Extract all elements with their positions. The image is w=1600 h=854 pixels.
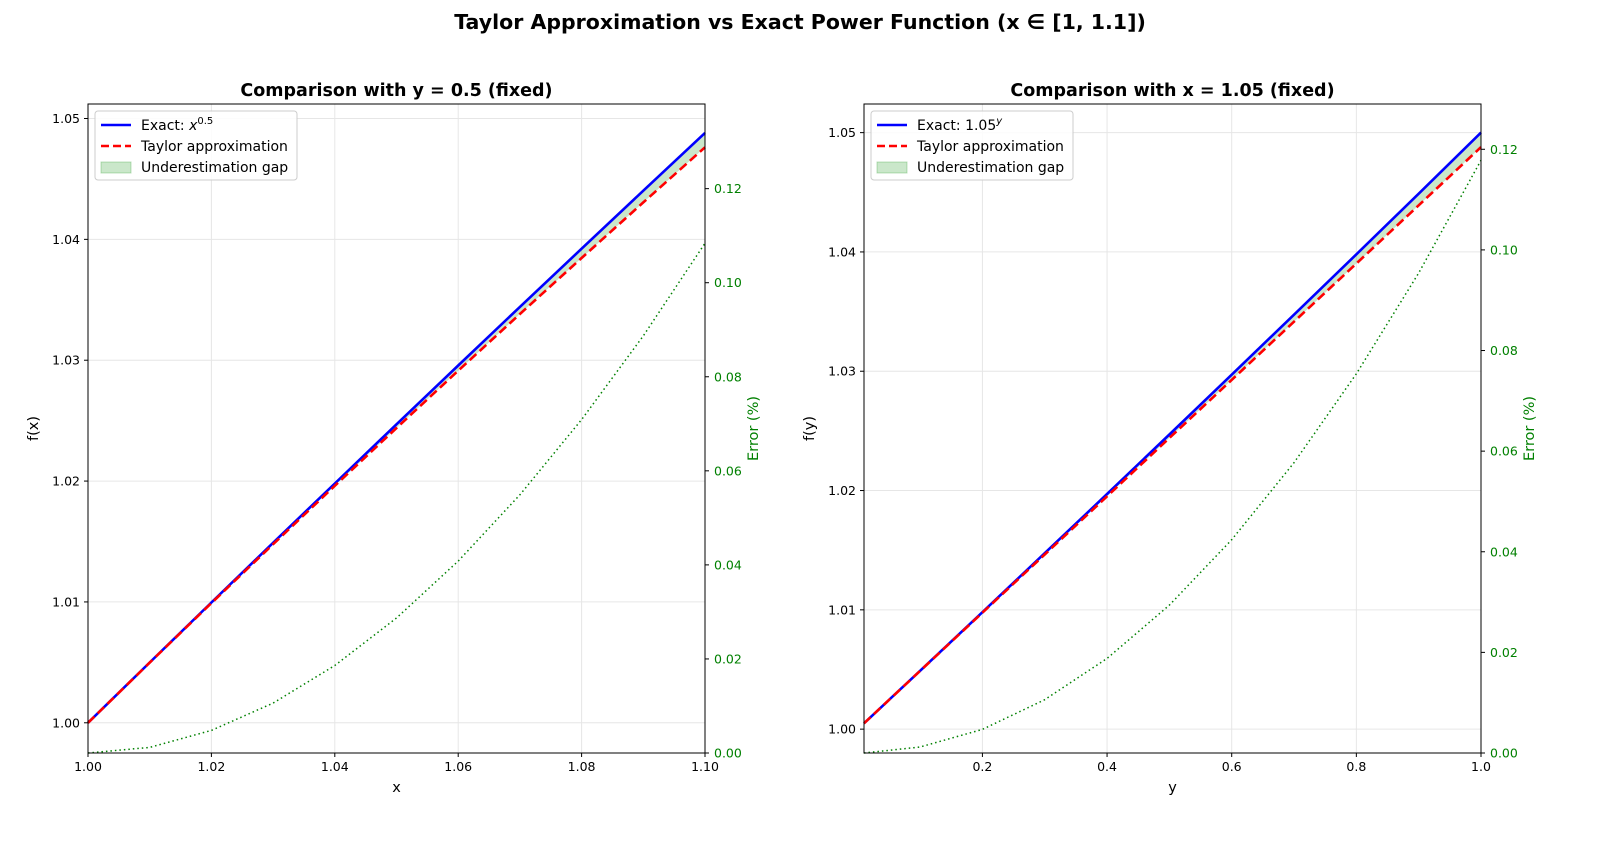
x-tick-label: 1.08: [568, 759, 596, 774]
y2-tick-label: 0.12: [1490, 142, 1518, 157]
y2-tick-label: 0.04: [1490, 544, 1518, 559]
x-tick-label: 1.10: [691, 759, 719, 774]
y-tick-label: 1.00: [52, 715, 80, 730]
plot-frame: [87, 103, 706, 754]
legend: Exact: 1.05y Taylor approximation Underest…: [870, 110, 1074, 181]
legend-label: Taylor approximation: [140, 139, 288, 155]
y2-tick-label: 0.02: [1490, 645, 1518, 660]
taylor-series-line: [863, 146, 1482, 725]
plot-2: 0.2 0.4 0.6 0.8 1.0 1.00 1.01 1.02 1.03 1.04 1.05 0…: [802, 81, 1538, 796]
exact-series-line: [863, 131, 1482, 725]
x-tick-label: 1.06: [444, 759, 472, 774]
y-tick-label: 1.05: [52, 111, 80, 126]
y-tick-label: 1.02: [828, 483, 856, 498]
y-tick-label: 1.00: [828, 722, 856, 737]
x-axis-label: x: [392, 780, 401, 796]
x-tick-label: 0.4: [1097, 759, 1117, 774]
legend-label-sup: y: [995, 116, 1003, 127]
y2-axis-label: Error (%): [746, 396, 762, 461]
x-tick-label: 0.2: [972, 759, 992, 774]
x-tick-label: 0.8: [1346, 759, 1366, 774]
y2-tick-label: 0.02: [714, 651, 742, 666]
plot-title: Comparison with x = 1.05 (fixed): [1010, 81, 1334, 101]
x-tick-label: 1.02: [197, 759, 225, 774]
y2-tick-label: 0.08: [714, 369, 742, 384]
plot-title: Comparison with y = 0.5 (fixed): [240, 81, 552, 101]
legend-gap-swatch: [876, 161, 908, 174]
legend: Exact: x0.5 Taylor approximation Underesti…: [94, 110, 298, 181]
y2-tick-label: 0.00: [1490, 746, 1518, 761]
legend-label-main: Exact:: [917, 118, 965, 134]
figure-title: Taylor Approximation vs Exact Power Func…: [454, 10, 1146, 34]
y-tick-label: 1.01: [828, 602, 856, 617]
error-series-line: [863, 159, 1482, 754]
legend-label-main: Taylor approximation: [916, 139, 1064, 155]
y-axis-label: f(y): [802, 416, 818, 441]
x-tick-label: 1.00: [74, 759, 102, 774]
legend-label: Underestimation gap: [917, 160, 1064, 176]
legend-label-sup: 0.5: [197, 116, 213, 127]
legend-box: [870, 110, 1074, 181]
legend-label-base: 1.05: [965, 118, 996, 134]
legend-label: Taylor approximation: [916, 139, 1064, 155]
taylor-series-line: [87, 146, 706, 724]
y2-tick-label: 0.08: [1490, 343, 1518, 358]
y-tick-label: 1.02: [52, 474, 80, 489]
y2-tick-label: 0.10: [1490, 242, 1518, 257]
y2-tick-label: 0.06: [1490, 444, 1518, 459]
legend-label-base: x: [188, 118, 198, 134]
plot-1: 1.00 1.02 1.04 1.06 1.08 1.10 1.00 1.01 1.02 1.03…: [26, 81, 762, 796]
legend-box: [94, 110, 298, 181]
y2-tick-label: 0.04: [714, 557, 742, 572]
plot-frame: [863, 103, 1482, 754]
legend-gap-swatch: [100, 161, 132, 174]
x-tick-label: 1.04: [321, 759, 349, 774]
y-tick-label: 1.05: [828, 125, 856, 140]
y2-axis-label: Error (%): [1522, 396, 1538, 461]
legend-label-main: Underestimation gap: [917, 160, 1064, 176]
legend-label: Exact: x0.5: [141, 116, 213, 134]
legend-label-main: Exact:: [141, 118, 189, 134]
y2-tick-label: 0.00: [714, 746, 742, 761]
error-series-line: [87, 242, 706, 754]
y-tick-label: 1.04: [52, 232, 80, 247]
x-tick-label: 1.0: [1471, 759, 1491, 774]
legend-label: Underestimation gap: [141, 160, 288, 176]
y-tick-label: 1.04: [828, 244, 856, 259]
underestimation-gap-area: [864, 132, 1481, 724]
x-tick-label: 0.6: [1222, 759, 1242, 774]
y2-tick-label: 0.10: [714, 275, 742, 290]
x-axis-label: y: [1168, 780, 1177, 796]
y-tick-label: 1.03: [52, 353, 80, 368]
y2-tick-label: 0.06: [714, 463, 742, 478]
y-axis-label: f(x): [26, 416, 42, 441]
legend-label-main: Taylor approximation: [140, 139, 288, 155]
legend-label: Exact: 1.05y: [917, 116, 1003, 134]
y-tick-label: 1.01: [52, 594, 80, 609]
y-tick-label: 1.03: [828, 364, 856, 379]
y2-tick-label: 0.12: [714, 181, 742, 196]
legend-label-main: Underestimation gap: [141, 160, 288, 176]
